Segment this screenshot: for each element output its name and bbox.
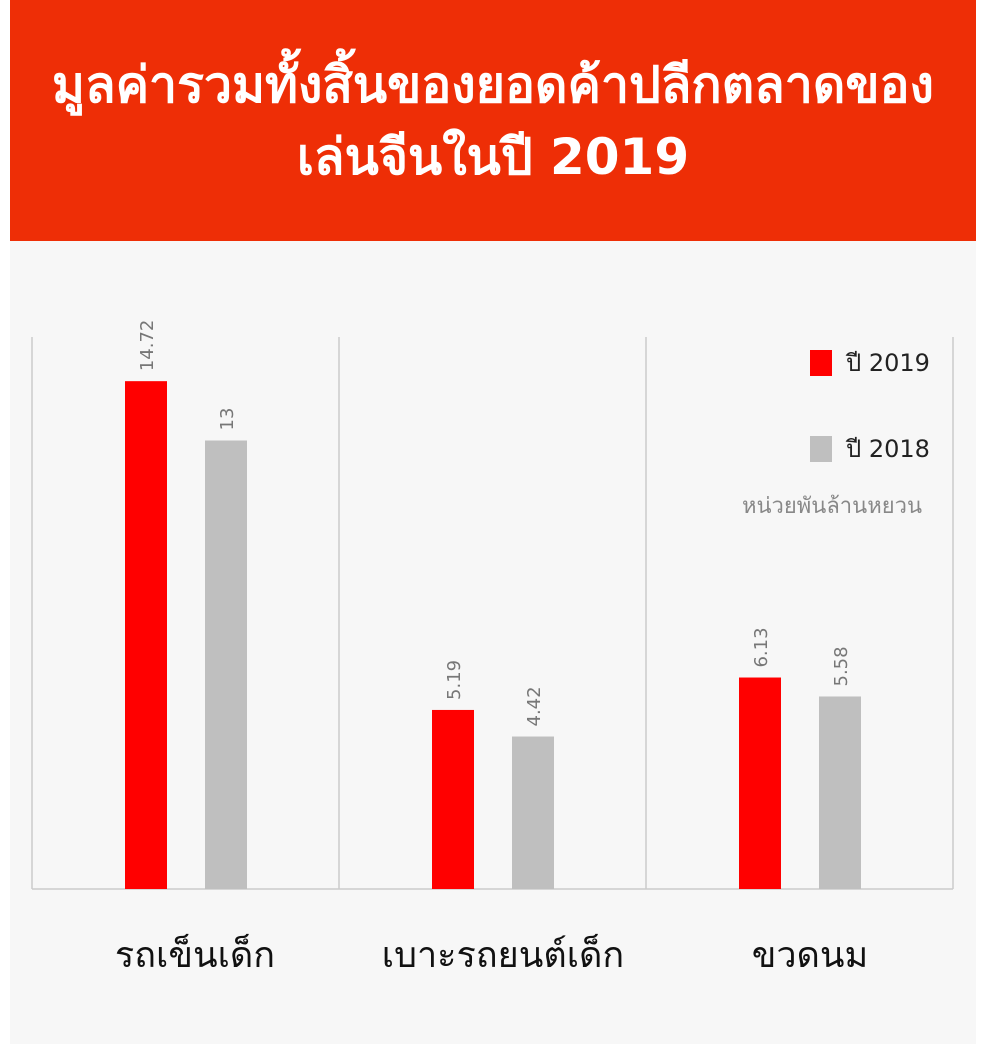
chart-title-line-2: เล่นจีนในปี 2019 xyxy=(296,127,690,186)
category-label-stroller: รถเข็นเด็ก xyxy=(114,935,276,976)
category-label-feeding-bottle: ขวดนม xyxy=(751,935,869,976)
bar-2018-0 xyxy=(205,440,247,889)
value-label-2019-0: 14.72 xyxy=(137,320,158,372)
bar-2019-1 xyxy=(432,709,474,889)
title-banner: มูลค่ารวมทั้งสิ้นของยอดค้าปลีกตลาดของ เล… xyxy=(10,0,976,241)
legend-label-2019: ปี 2019 xyxy=(846,349,930,377)
value-label-2019-1: 5.19 xyxy=(444,660,465,700)
legend-swatch-2018 xyxy=(810,435,832,462)
value-label-2019-2: 6.13 xyxy=(751,627,772,667)
legend-item-2018: ปี 2018 xyxy=(810,429,930,468)
unit-label: หน่วยพันล้านหยวน xyxy=(742,494,922,519)
legend-label-2018: ปี 2018 xyxy=(846,435,930,463)
value-label-2018-0: 13 xyxy=(217,408,238,431)
legend-item-2019: ปี 2019 xyxy=(810,343,930,382)
legend-swatch-2019 xyxy=(810,349,832,376)
category-label-car-seat: เบาะรถยนต์เด็ก xyxy=(381,935,625,976)
bar-2019-2 xyxy=(739,677,781,889)
bar-2019-0 xyxy=(125,381,167,889)
bar-chart: 14.72 5.19 6.13 13 4.42 5.58 xyxy=(31,320,954,890)
value-label-2018-1: 4.42 xyxy=(524,686,545,726)
chart-title-line-1: มูลค่ารวมทั้งสิ้นของยอดค้าปลีกตลาดของ xyxy=(52,55,934,114)
chart-panel: 14.72 5.19 6.13 13 4.42 5.58 รถเข็นเด็ก เบาะร… xyxy=(10,241,976,1044)
bar-2018-1 xyxy=(512,736,554,889)
value-label-2018-2: 5.58 xyxy=(831,646,852,686)
bar-2018-2 xyxy=(819,696,861,889)
